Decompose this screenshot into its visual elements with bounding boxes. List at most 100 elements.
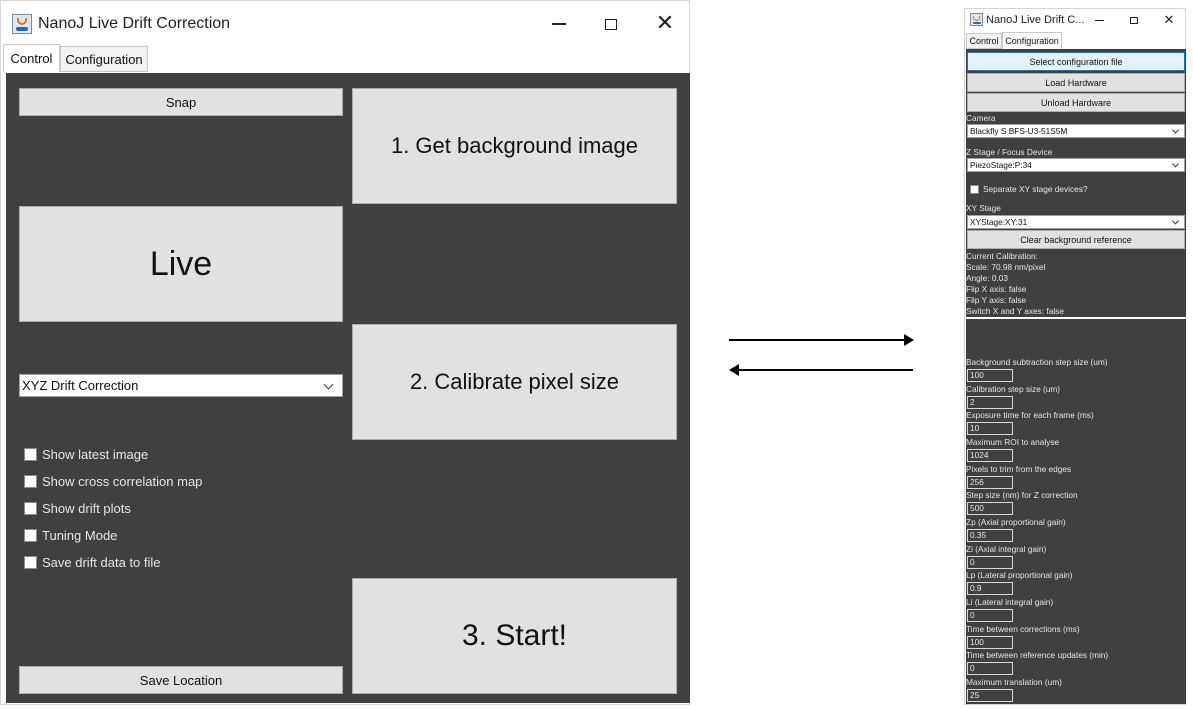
start-button[interactable]: 3. Start! xyxy=(352,578,677,694)
tab-control[interactable]: Control xyxy=(966,33,1002,49)
control-panel: Snap 1. Get background image Live 2. Cal… xyxy=(6,73,690,703)
save-location-button[interactable]: Save Location xyxy=(19,666,343,694)
load-hardware-button[interactable]: Load Hardware xyxy=(967,73,1185,92)
background-step-input[interactable]: 100 xyxy=(967,369,1013,382)
checkbox-tuning-mode[interactable]: Tuning Mode xyxy=(24,528,117,543)
get-background-button[interactable]: 1. Get background image xyxy=(352,88,677,204)
tab-configuration[interactable]: Configuration xyxy=(1002,32,1062,49)
field-label-li: Li (Lateral integral gain) xyxy=(966,597,1054,607)
checkbox-box[interactable] xyxy=(24,529,37,542)
z-step-input[interactable]: 500 xyxy=(967,502,1013,515)
divider xyxy=(966,317,1186,319)
time-between-corrections-input[interactable]: 100 xyxy=(967,636,1013,649)
checkbox-box[interactable] xyxy=(24,556,37,569)
checkbox-show-latest-image[interactable]: Show latest image xyxy=(24,447,148,462)
max-translation-input[interactable]: 25 xyxy=(967,689,1013,702)
camera-label: Camera xyxy=(966,113,996,123)
field-label-max-translation: Maximum translation (um) xyxy=(966,677,1062,687)
camera-select[interactable]: Blackfly S BFS-U3-51S5M xyxy=(967,124,1185,138)
field-label-background-step: Background subtraction step size (um) xyxy=(966,357,1108,367)
minimize-icon xyxy=(1094,19,1104,21)
clear-background-button[interactable]: Clear background reference xyxy=(967,230,1185,249)
calibration-line: Switch X and Y axes: false xyxy=(966,306,1064,316)
arrow-right-icon xyxy=(904,334,914,346)
checkbox-box[interactable] xyxy=(24,475,37,488)
checkbox-box[interactable] xyxy=(24,502,37,515)
checkbox-box[interactable] xyxy=(970,184,979,194)
live-button[interactable]: Live xyxy=(19,206,343,322)
field-label-reference-updates: Time between reference updates (min) xyxy=(966,650,1109,660)
zi-input[interactable]: 0 xyxy=(967,556,1013,569)
maximize-icon xyxy=(605,18,617,30)
field-label-zi: Zi (Axial integral gain) xyxy=(966,544,1047,554)
checkbox-save-drift-data[interactable]: Save drift data to file xyxy=(24,555,161,570)
reference-updates-input[interactable]: 0 xyxy=(967,662,1013,675)
maximize-icon xyxy=(1130,16,1138,24)
left-arrow-line xyxy=(739,369,913,371)
configuration-window: NanoJ Live Drift C... ✕ Control Configur… xyxy=(964,8,1186,705)
checkbox-show-cross-correlation[interactable]: Show cross correlation map xyxy=(24,474,202,489)
tab-control[interactable]: Control xyxy=(3,44,60,72)
field-label-calibration-step: Calibration step size (um) xyxy=(966,384,1061,394)
calibration-line: Scale: 70.98 nm/pixel xyxy=(966,262,1046,272)
tab-configuration[interactable]: Configuration xyxy=(60,46,148,72)
field-label-pixels-trim: Pixels to trim from the edges xyxy=(966,464,1072,474)
separate-xy-label: Separate XY stage devices? xyxy=(983,184,1088,194)
z-stage-select[interactable]: PiezoStage:P:34 xyxy=(967,158,1185,172)
control-window: NanoJ Live Drift Correction ✕ Control Co… xyxy=(0,0,690,705)
snap-button[interactable]: Snap xyxy=(19,88,343,116)
pixels-trim-input[interactable]: 256 xyxy=(967,476,1013,489)
mode-select-value: XYZ Drift Correction xyxy=(22,378,139,393)
configuration-panel: Select configuration file Load Hardware … xyxy=(966,49,1186,704)
field-label-time-between-corrections: Time between corrections (ms) xyxy=(966,624,1080,634)
zp-input[interactable]: 0.35 xyxy=(967,529,1013,542)
config-title-bar[interactable]: NanoJ Live Drift C... ✕ xyxy=(965,9,1185,31)
calibrate-button[interactable]: 2. Calibrate pixel size xyxy=(352,324,677,440)
field-label-z-step: Step size (nm) for Z correction xyxy=(966,490,1078,500)
config-maximize-button[interactable] xyxy=(1121,11,1147,29)
config-window-title: NanoJ Live Drift C... xyxy=(986,14,1085,26)
right-arrow-line xyxy=(729,339,905,341)
checkbox-label: Save drift data to file xyxy=(42,555,161,570)
calibration-step-input[interactable]: 2 xyxy=(967,396,1013,409)
close-icon: ✕ xyxy=(1163,12,1175,28)
calibration-line: Flip X axis: false xyxy=(966,284,1027,294)
title-bar[interactable]: NanoJ Live Drift Correction ✕ xyxy=(1,1,689,45)
checkbox-label: Tuning Mode xyxy=(42,528,118,543)
lp-input[interactable]: 0.9 xyxy=(967,582,1013,595)
separate-xy-checkbox[interactable]: Separate XY stage devices? xyxy=(970,184,1088,194)
checkbox-label: Show latest image xyxy=(42,447,149,462)
field-label-lp: Lp (Lateral proportional gain) xyxy=(966,570,1073,580)
field-label-zp: Zp (Axial proportional gain) xyxy=(966,517,1066,527)
max-roi-input[interactable]: 1024 xyxy=(967,449,1013,462)
calibration-line: Angle: 0.03 xyxy=(966,273,1008,283)
calibration-line: Flip Y axis: false xyxy=(966,295,1027,305)
checkbox-box[interactable] xyxy=(24,448,37,461)
li-input[interactable]: 0 xyxy=(967,609,1013,622)
mode-select[interactable]: XYZ Drift Correction xyxy=(19,374,343,397)
close-icon: ✕ xyxy=(655,11,675,36)
minimize-button[interactable] xyxy=(537,9,581,39)
z-stage-select-value: PiezoStage:P:34 xyxy=(970,160,1032,170)
xy-stage-select[interactable]: XYStage:XY:31 xyxy=(967,215,1185,229)
xy-stage-label: XY Stage xyxy=(966,203,1001,213)
select-config-file-button[interactable]: Select configuration file xyxy=(967,52,1185,71)
java-app-icon xyxy=(970,13,983,26)
config-close-button[interactable]: ✕ xyxy=(1156,11,1182,29)
maximize-button[interactable] xyxy=(589,9,633,39)
checkbox-label: Show drift plots xyxy=(42,501,131,516)
unload-hardware-button[interactable]: Unload Hardware xyxy=(967,93,1185,112)
window-title: NanoJ Live Drift Correction xyxy=(38,15,231,32)
close-button[interactable]: ✕ xyxy=(643,9,687,39)
config-minimize-button[interactable] xyxy=(1086,11,1112,29)
arrow-left-icon xyxy=(729,364,739,376)
checkbox-show-drift-plots[interactable]: Show drift plots xyxy=(24,501,131,516)
z-stage-label: Z Stage / Focus Device xyxy=(966,147,1053,157)
field-label-max-roi: Maximum ROI to analyse xyxy=(966,437,1060,447)
java-app-icon xyxy=(12,14,32,34)
checkbox-label: Show cross correlation map xyxy=(42,474,203,489)
exposure-time-input[interactable]: 10 xyxy=(967,422,1013,435)
minimize-icon xyxy=(552,23,566,25)
calibration-line: Current Calibration: xyxy=(966,251,1038,261)
field-label-exposure-time: Exposure time for each frame (ms) xyxy=(966,410,1094,420)
